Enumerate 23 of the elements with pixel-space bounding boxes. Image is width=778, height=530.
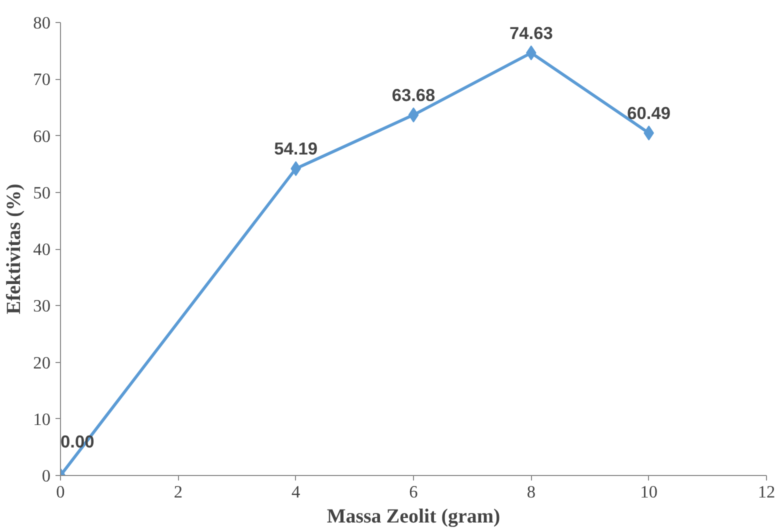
- x-tick-label: 2: [174, 482, 183, 502]
- y-tick-label: 10: [33, 410, 50, 429]
- data-label: 60.49: [627, 102, 671, 123]
- y-tick-label: 80: [33, 14, 50, 32]
- x-tick-label: 10: [640, 482, 658, 502]
- y-tick-label: 40: [33, 240, 50, 259]
- x-tick-label: 6: [409, 482, 418, 502]
- y-tick-label: 20: [33, 353, 50, 372]
- data-label: 54.19: [274, 138, 318, 159]
- y-axis-title: Efektivitas (%): [3, 184, 26, 314]
- y-tick-label: 30: [33, 296, 50, 316]
- data-label: 74.63: [509, 22, 554, 43]
- point: [408, 107, 419, 122]
- x-axis-title: Massa Zeolit (gram): [326, 506, 500, 528]
- y-tick-label: 60: [33, 126, 50, 146]
- y-tick-label: 50: [33, 183, 50, 202]
- x-tick-label: 4: [292, 482, 300, 502]
- x-tick-label: 0: [56, 482, 65, 502]
- x-tick-label: 12: [758, 482, 776, 502]
- x-tick-label: 8: [526, 482, 536, 502]
- y-tick-label: 0: [42, 466, 51, 486]
- data-label: 63.68: [392, 84, 436, 105]
- y-tick-label: 70: [33, 70, 50, 90]
